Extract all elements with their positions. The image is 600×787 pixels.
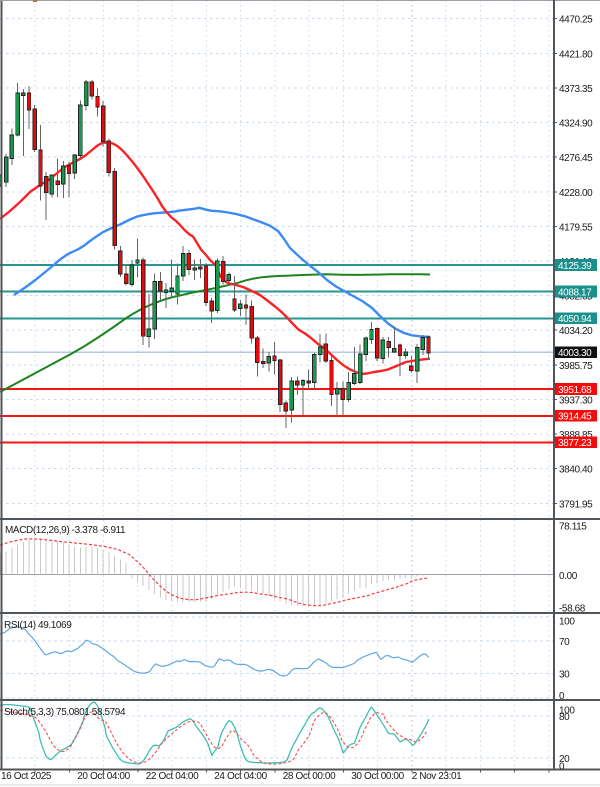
svg-text:78.115: 78.115 (559, 522, 587, 533)
svg-text:0.00: 0.00 (559, 571, 578, 582)
svg-text:16 Oct 2025: 16 Oct 2025 (1, 771, 52, 782)
svg-text:100: 100 (559, 706, 575, 717)
svg-text:2 Nov 23:01: 2 Nov 23:01 (412, 771, 462, 782)
svg-text:80: 80 (559, 712, 570, 723)
svg-text:4276.45: 4276.45 (559, 153, 593, 164)
svg-text:3937.30: 3937.30 (559, 395, 593, 406)
svg-text:4421.80: 4421.80 (559, 49, 593, 60)
svg-text:3985.75: 3985.75 (559, 361, 593, 372)
svg-text:4179.55: 4179.55 (559, 222, 593, 233)
svg-text:70: 70 (559, 637, 570, 648)
svg-text:4228.00: 4228.00 (559, 188, 593, 199)
svg-text:3840.40: 3840.40 (559, 465, 593, 476)
svg-text:3951.68: 3951.68 (558, 385, 592, 396)
svg-text:3914.45: 3914.45 (558, 412, 592, 423)
svg-text:RSI(14) 49.1069: RSI(14) 49.1069 (4, 620, 72, 631)
svg-text:3888.85: 3888.85 (559, 430, 593, 441)
svg-text:24 Oct 04:00: 24 Oct 04:00 (214, 771, 267, 782)
svg-text:20: 20 (559, 754, 570, 765)
svg-text:4003.30: 4003.30 (558, 348, 592, 359)
svg-text:3877.23: 3877.23 (558, 438, 592, 449)
svg-text:4088.17: 4088.17 (558, 288, 592, 299)
svg-text:30: 30 (559, 670, 570, 681)
svg-text:30 Oct 00:00: 30 Oct 00:00 (351, 771, 404, 782)
svg-text:4050.94: 4050.94 (558, 314, 592, 325)
svg-text:4324.90: 4324.90 (559, 119, 593, 130)
svg-text:4125.39: 4125.39 (558, 261, 592, 272)
svg-text:4470.25: 4470.25 (559, 15, 593, 26)
svg-text:20 Oct 04:00: 20 Oct 04:00 (77, 771, 130, 782)
svg-text:0: 0 (559, 691, 565, 702)
svg-text:22 Oct 04:00: 22 Oct 04:00 (146, 771, 199, 782)
svg-text:3791.95: 3791.95 (559, 499, 593, 510)
svg-text:4034.20: 4034.20 (559, 326, 593, 337)
svg-text:MACD(12,26,9) -3.378 -6.911: MACD(12,26,9) -3.378 -6.911 (5, 525, 126, 536)
svg-text:-58.68: -58.68 (559, 604, 586, 615)
svg-text:28 Oct 00:00: 28 Oct 00:00 (283, 771, 336, 782)
svg-text:100: 100 (559, 617, 575, 628)
svg-text:0: 0 (559, 762, 565, 773)
svg-text:4373.35: 4373.35 (559, 84, 593, 95)
svg-text:Stoch(5,3,3) 75.0801 58.5794: Stoch(5,3,3) 75.0801 58.5794 (4, 707, 126, 718)
